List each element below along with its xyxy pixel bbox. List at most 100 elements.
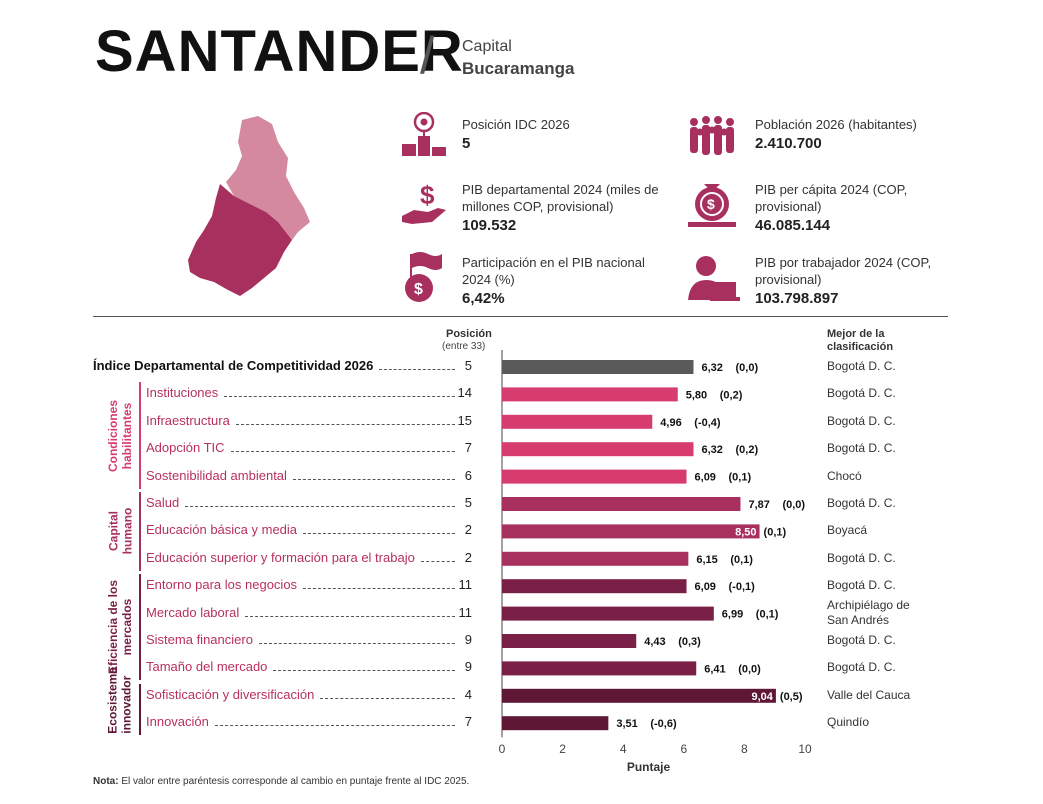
bar-score-label: 6,15 — [696, 554, 717, 566]
row-position: 2 — [464, 549, 472, 565]
svg-text:$: $ — [420, 180, 435, 210]
stat-label: PIB per cápita 2024 (COP, provisional) — [755, 182, 908, 214]
capital-label: Capital — [462, 38, 512, 55]
row-label: Adopción TIC — [146, 440, 225, 456]
row-best: Bogotá D. C. — [827, 386, 896, 401]
bar-score-label: 6,32 — [701, 444, 722, 456]
row-best: Archipiélago de San Andrés — [827, 597, 910, 627]
row-best: Bogotá D. C. — [827, 550, 896, 565]
bar-change-label: (0,2) — [720, 389, 743, 401]
bar — [502, 469, 687, 484]
section-divider — [93, 316, 948, 317]
stat-position: Posición IDC 2026 5 — [462, 116, 692, 152]
footnote: Nota: El valor entre paréntesis correspo… — [93, 776, 469, 787]
bar-change-label: (0,3) — [678, 636, 701, 648]
stat-value: 109.532 — [462, 217, 517, 234]
bar-change-label: (0,1) — [764, 526, 787, 538]
stat-gdp: PIB departamental 2024 (miles de millone… — [462, 181, 677, 234]
x-tick-label: 4 — [620, 742, 627, 756]
stat-label: Población 2026 (habitantes) — [755, 117, 917, 132]
x-tick-label: 2 — [559, 742, 566, 756]
stat-value: 5 — [462, 135, 471, 152]
position-header: Posición — [446, 328, 492, 340]
leader-line — [231, 451, 455, 453]
row-label: Educación superior y formación para el t… — [146, 549, 415, 565]
row-label: Sostenibilidad ambiental — [146, 467, 287, 483]
capital-city: Bucaramanga — [462, 59, 575, 78]
row-label: Entorno para los negocios — [146, 577, 298, 593]
bar-score-label: 6,32 — [701, 362, 722, 374]
footnote-text: El valor entre paréntesis corresponde al… — [118, 776, 470, 787]
bar-change-label: (0,0) — [782, 499, 805, 511]
bar — [502, 360, 694, 374]
map-region-north — [226, 116, 310, 240]
bar-change-label: (-0,6) — [650, 718, 677, 730]
leader-line — [421, 560, 455, 562]
row-best: Bogotá D. C. — [827, 578, 896, 593]
group-label: Capital humano — [105, 508, 134, 555]
row-best: Bogotá D. C. — [827, 660, 896, 675]
row-label: Salud — [146, 495, 180, 510]
bar-change-label: (0,2) — [735, 444, 758, 456]
group-label: Condiciones habilitantes — [105, 399, 134, 472]
worker-laptop-icon — [686, 254, 742, 304]
bar-change-label: (0,1) — [729, 472, 752, 484]
stat-label: Participación en el PIB nacional 2024 (%… — [462, 255, 645, 287]
bar-change-label: (-0,1) — [729, 581, 756, 593]
row-best: Boyacá — [827, 523, 868, 538]
money-hand-icon: $ — [398, 180, 452, 228]
stat-label: Posición IDC 2026 — [462, 117, 570, 132]
svg-text:$: $ — [414, 281, 423, 298]
bar-change-label: (0,0) — [738, 663, 761, 675]
stat-gdp-per-worker: PIB por trabajador 2024 (COP, provisiona… — [755, 254, 955, 307]
bar — [502, 716, 609, 731]
row-position: 7 — [464, 714, 472, 730]
stat-value: 6,42% — [462, 290, 505, 307]
bar-score-label: 6,09 — [695, 581, 716, 593]
bar — [502, 661, 697, 676]
x-tick-label: 10 — [798, 742, 812, 756]
row-best: Bogotá D. C. — [827, 633, 896, 647]
bar — [502, 387, 678, 402]
row-position: 4 — [464, 686, 472, 702]
crowd-icon — [686, 114, 740, 162]
bar — [502, 442, 694, 457]
x-tick-label: 8 — [741, 742, 748, 756]
row-best: Bogotá D. C. — [827, 359, 896, 373]
leader-line — [303, 588, 455, 590]
row-label: Infraestructura — [146, 412, 230, 428]
group-label-wrap: Condiciones habilitantes — [105, 382, 135, 488]
bar-change-label: (0,1) — [730, 554, 753, 566]
bar-change-label: (0,5) — [780, 691, 803, 703]
row-label: Educación básica y media — [146, 522, 298, 538]
row-best: Bogotá D. C. — [827, 413, 896, 428]
bar-score-label: 8,50 — [735, 526, 756, 538]
bar — [502, 497, 741, 511]
stat-gdp-per-capita: PIB per cápita 2024 (COP, provisional) 4… — [755, 181, 955, 234]
group-label: Ecosistema innovador — [105, 666, 134, 734]
department-title: SANTANDER — [95, 19, 464, 84]
leader-line — [273, 670, 455, 672]
bar — [502, 579, 687, 594]
stat-gdp-share: Participación en el PIB nacional 2024 (%… — [462, 254, 677, 307]
leader-line — [320, 697, 455, 699]
bar — [502, 634, 637, 648]
row-position: 9 — [464, 632, 472, 647]
bar-change-label: (0,0) — [735, 362, 758, 374]
title-separator: / — [420, 27, 435, 85]
leader-line — [303, 533, 455, 535]
svg-text:$: $ — [707, 196, 715, 212]
row-best: Valle del Cauca — [827, 687, 911, 702]
leader-line — [259, 643, 455, 644]
row-position: 11 — [458, 577, 473, 593]
group-bracket — [139, 382, 141, 489]
leader-line — [293, 478, 455, 480]
flag-coin-icon: $ — [398, 250, 452, 306]
row-best: Bogotá D. C. — [827, 496, 896, 510]
bar — [502, 524, 760, 539]
group-label-wrap: Ecosistema innovador — [105, 666, 135, 735]
bar-score-label: 9,04 — [751, 691, 773, 703]
group-label-wrap: Eficiencia de los mercados — [105, 574, 135, 680]
group-label-wrap: Capital humano — [105, 492, 135, 571]
leader-line — [224, 396, 455, 398]
